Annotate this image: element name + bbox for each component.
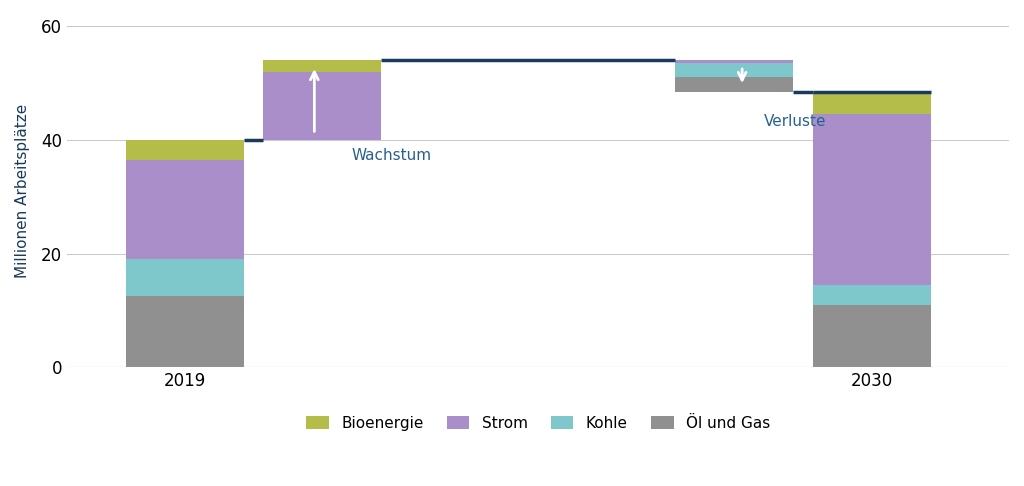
Bar [676, 77, 794, 92]
Bar [126, 140, 244, 160]
Y-axis label: Millionen Arbeitsplätze: Millionen Arbeitsplätze [15, 104, 30, 278]
Bar [263, 60, 381, 72]
Legend: Bioenergie, Strom, Kohle, Öl und Gas: Bioenergie, Strom, Kohle, Öl und Gas [300, 410, 776, 437]
Text: Wachstum: Wachstum [351, 149, 432, 163]
Bar [126, 160, 244, 259]
Bar [813, 305, 931, 367]
Bar [813, 114, 931, 285]
Bar [813, 285, 931, 305]
Text: Verluste: Verluste [764, 114, 826, 129]
Bar [813, 92, 931, 114]
Bar [263, 72, 381, 140]
Bar [126, 296, 244, 367]
Bar [126, 259, 244, 296]
Bar [676, 60, 794, 63]
Bar [676, 60, 794, 77]
